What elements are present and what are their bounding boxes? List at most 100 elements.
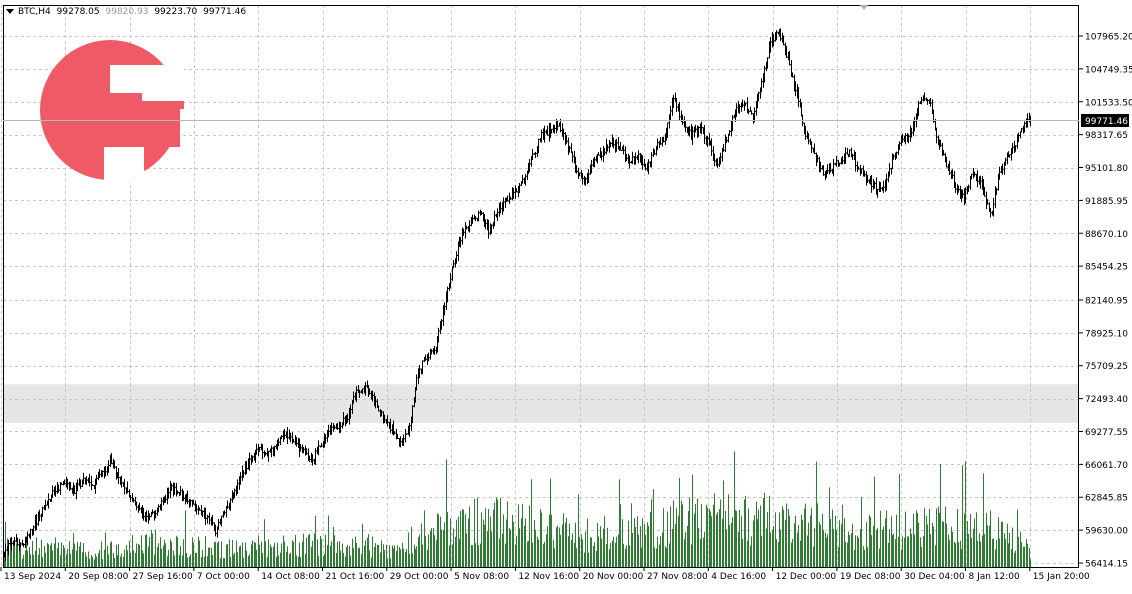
ohlc-bar[interactable] xyxy=(719,152,722,165)
ohlc-bar[interactable] xyxy=(873,181,876,189)
ohlc-bar[interactable] xyxy=(69,481,72,490)
ohlc-bar[interactable] xyxy=(851,153,854,160)
ohlc-bar[interactable] xyxy=(983,186,986,197)
ohlc-bar[interactable] xyxy=(951,169,954,179)
ohlc-bar[interactable] xyxy=(644,163,647,171)
ohlc-bar[interactable] xyxy=(584,177,587,187)
ohlc-bar[interactable] xyxy=(7,539,10,556)
ohlc-bar[interactable] xyxy=(669,105,672,121)
ohlc-bar[interactable] xyxy=(336,422,339,430)
ohlc-bar[interactable] xyxy=(998,166,1001,180)
ohlc-bar[interactable] xyxy=(283,428,286,440)
ohlc-bar[interactable] xyxy=(844,147,847,164)
ohlc-bar[interactable] xyxy=(832,159,835,177)
ohlc-bar[interactable] xyxy=(424,354,427,361)
ohlc-bar[interactable] xyxy=(371,390,374,402)
ohlc-bar[interactable] xyxy=(330,422,333,435)
ohlc-bar[interactable] xyxy=(342,412,345,426)
ohlc-bar[interactable] xyxy=(550,128,553,134)
ohlc-bar[interactable] xyxy=(964,187,967,204)
ohlc-bar[interactable] xyxy=(440,319,443,330)
ohlc-bar[interactable] xyxy=(528,158,531,173)
ohlc-bar[interactable] xyxy=(270,445,273,458)
ohlc-bar[interactable] xyxy=(782,35,785,46)
ohlc-bar[interactable] xyxy=(863,170,866,177)
ohlc-bar[interactable] xyxy=(349,404,352,419)
ohlc-bar[interactable] xyxy=(383,414,386,424)
ohlc-bar[interactable] xyxy=(377,405,380,412)
ohlc-bar[interactable] xyxy=(277,437,280,447)
ohlc-bar[interactable] xyxy=(110,453,113,464)
ohlc-bar[interactable] xyxy=(35,513,38,531)
ohlc-bar[interactable] xyxy=(374,396,377,409)
ohlc-bar[interactable] xyxy=(462,228,465,236)
ohlc-bar[interactable] xyxy=(913,116,916,132)
ohlc-bar[interactable] xyxy=(612,137,615,149)
ohlc-bar[interactable] xyxy=(490,224,493,234)
ohlc-bar[interactable] xyxy=(217,519,220,531)
ohlc-bar[interactable] xyxy=(838,162,841,167)
ohlc-bar[interactable] xyxy=(901,133,904,143)
ohlc-bar[interactable] xyxy=(907,134,910,144)
ohlc-bar[interactable] xyxy=(120,475,123,488)
ohlc-bar[interactable] xyxy=(1011,142,1014,155)
ohlc-bar[interactable] xyxy=(107,460,110,473)
ohlc-bar[interactable] xyxy=(468,220,471,233)
ohlc-bar[interactable] xyxy=(421,360,424,375)
ohlc-bar[interactable] xyxy=(474,216,477,222)
ohlc-bar[interactable] xyxy=(267,450,270,462)
ohlc-bar[interactable] xyxy=(101,470,104,477)
ohlc-bar[interactable] xyxy=(499,201,502,214)
ohlc-bar[interactable] xyxy=(208,512,211,525)
ohlc-bar[interactable] xyxy=(455,251,458,264)
ohlc-bar[interactable] xyxy=(568,145,571,153)
ohlc-bar[interactable] xyxy=(98,468,101,479)
ohlc-bar[interactable] xyxy=(524,173,527,186)
ohlc-bar[interactable] xyxy=(299,444,302,452)
ohlc-bar[interactable] xyxy=(631,151,634,165)
ohlc-bar[interactable] xyxy=(757,91,760,102)
ohlc-bar[interactable] xyxy=(747,108,750,115)
ohlc-bar[interactable] xyxy=(970,173,973,180)
ohlc-bar[interactable] xyxy=(992,197,995,217)
ohlc-bar[interactable] xyxy=(248,452,251,471)
ohlc-bar[interactable] xyxy=(85,476,88,485)
ohlc-bar[interactable] xyxy=(769,37,772,53)
ohlc-bar[interactable] xyxy=(402,434,405,447)
ohlc-bar[interactable] xyxy=(229,497,232,511)
ohlc-bar[interactable] xyxy=(220,515,223,527)
ohlc-bar[interactable] xyxy=(26,531,29,546)
ohlc-bar[interactable] xyxy=(954,182,957,193)
ohlc-bar[interactable] xyxy=(813,143,816,154)
ohlc-bar[interactable] xyxy=(437,327,440,343)
ohlc-bar[interactable] xyxy=(822,165,825,176)
ohlc-bar[interactable] xyxy=(493,210,496,227)
ohlc-bar[interactable] xyxy=(430,349,433,355)
ohlc-bar[interactable] xyxy=(179,485,182,496)
ohlc-bar[interactable] xyxy=(534,151,537,159)
ohlc-bar[interactable] xyxy=(1017,132,1020,143)
ohlc-bar[interactable] xyxy=(352,391,355,404)
ohlc-bar[interactable] xyxy=(1023,121,1026,133)
ohlc-bar[interactable] xyxy=(355,386,358,403)
ohlc-bar[interactable] xyxy=(650,152,653,168)
ohlc-bar[interactable] xyxy=(60,482,63,485)
ohlc-bar[interactable] xyxy=(286,427,289,445)
ohlc-bar[interactable] xyxy=(857,166,860,170)
shift-marker-icon[interactable] xyxy=(860,5,868,10)
ohlc-bar[interactable] xyxy=(675,97,678,112)
ohlc-bar[interactable] xyxy=(13,537,16,546)
ohlc-bar[interactable] xyxy=(29,528,32,540)
ohlc-bar[interactable] xyxy=(314,448,317,465)
ohlc-bar[interactable] xyxy=(816,154,819,163)
ohlc-bar[interactable] xyxy=(104,466,107,477)
ohlc-bar[interactable] xyxy=(157,504,160,513)
ohlc-bar[interactable] xyxy=(961,189,964,199)
ohlc-bar[interactable] xyxy=(892,154,895,161)
ohlc-bar[interactable] xyxy=(895,151,898,159)
ohlc-bar[interactable] xyxy=(794,81,797,97)
ohlc-bar[interactable] xyxy=(487,219,490,239)
ohlc-bar[interactable] xyxy=(546,125,549,136)
ohlc-bar[interactable] xyxy=(446,286,449,303)
